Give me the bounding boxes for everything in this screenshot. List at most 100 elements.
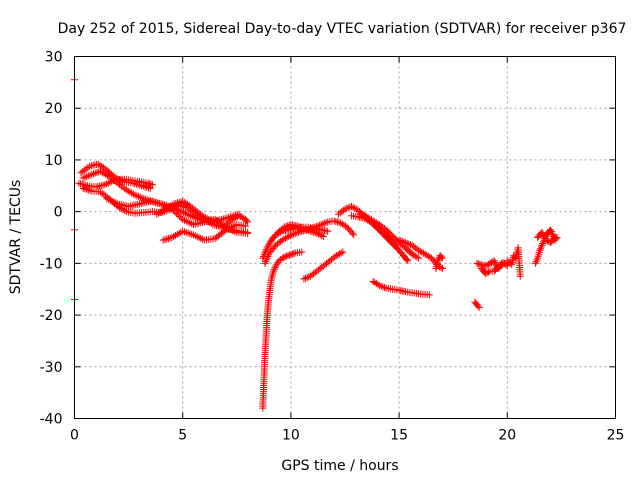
data-point — [166, 234, 174, 242]
data-point — [314, 222, 322, 230]
series-sat-s — [477, 258, 511, 278]
data-point — [88, 170, 96, 178]
data-point — [319, 232, 327, 240]
data-point — [483, 269, 491, 277]
data-point — [295, 223, 303, 231]
data-point — [397, 237, 405, 245]
data-point — [551, 234, 559, 241]
data-point — [78, 180, 86, 188]
data-point — [335, 219, 343, 227]
data-point — [168, 201, 176, 209]
y-tick-label: -10 — [40, 256, 63, 272]
data-point — [237, 213, 245, 221]
data-point — [173, 209, 181, 217]
data-point — [536, 246, 544, 254]
data-point — [174, 211, 182, 219]
data-point — [314, 230, 322, 238]
data-point — [195, 234, 203, 241]
data-point — [538, 228, 546, 236]
data-point — [438, 265, 446, 273]
data-point — [293, 229, 301, 237]
data-point — [540, 231, 548, 239]
data-point — [179, 215, 187, 223]
data-point — [108, 177, 116, 185]
data-point — [398, 237, 406, 245]
data-point — [482, 270, 490, 278]
data-point — [485, 260, 493, 268]
data-point — [324, 227, 332, 235]
data-point — [161, 236, 169, 244]
data-point — [104, 179, 112, 187]
data-point — [223, 214, 231, 222]
data-point — [290, 250, 298, 258]
data-point — [300, 275, 308, 283]
data-point — [221, 214, 229, 222]
data-point — [290, 230, 298, 238]
data-point — [483, 261, 491, 269]
data-point — [270, 265, 278, 273]
data-point — [291, 229, 299, 237]
data-point — [437, 264, 445, 272]
data-point — [190, 231, 198, 239]
data-point — [296, 228, 304, 236]
data-point — [219, 215, 227, 223]
series-sat-mid — [300, 248, 347, 283]
data-point — [169, 207, 177, 215]
data-point — [278, 236, 286, 244]
data-point — [241, 222, 249, 230]
data-point — [79, 174, 87, 182]
data-point — [374, 281, 382, 289]
grid-lines — [74, 56, 616, 419]
data-point — [263, 244, 271, 252]
data-point — [372, 219, 380, 227]
data-point — [133, 192, 141, 200]
data-point — [181, 228, 189, 236]
data-point — [270, 267, 278, 275]
data-point — [191, 232, 199, 240]
data-point — [341, 205, 349, 213]
data-point — [403, 255, 411, 263]
data-point — [415, 254, 423, 262]
data-point — [80, 181, 88, 189]
data-point — [84, 163, 92, 171]
data-point — [306, 227, 314, 235]
data-point — [157, 200, 165, 208]
data-point — [369, 217, 377, 225]
data-point — [271, 264, 279, 272]
data-point — [286, 232, 294, 240]
data-point — [228, 215, 236, 223]
data-point — [285, 251, 293, 259]
data-point — [516, 272, 524, 280]
data-point — [148, 181, 156, 189]
data-point — [316, 231, 324, 239]
data-point — [351, 204, 359, 212]
data-point — [298, 248, 306, 256]
data-marks — [71, 76, 561, 412]
data-point — [229, 222, 237, 230]
data-point — [144, 179, 152, 187]
data-point — [164, 235, 172, 243]
data-point — [402, 239, 410, 247]
data-point — [263, 254, 271, 262]
data-point — [437, 253, 445, 261]
data-point — [79, 184, 87, 192]
series-sat-rise3 — [274, 221, 327, 240]
data-point — [537, 243, 545, 251]
data-point — [159, 236, 167, 244]
data-point — [267, 275, 275, 283]
data-point — [293, 222, 301, 230]
chart-title: Day 252 of 2015, Sidereal Day-to-day VTE… — [58, 21, 627, 37]
data-point — [359, 212, 367, 220]
data-point — [278, 254, 286, 262]
data-point — [305, 273, 313, 281]
data-point — [531, 259, 539, 267]
data-point — [244, 218, 252, 226]
data-point — [395, 236, 403, 244]
data-point — [143, 183, 151, 191]
data-point — [268, 273, 276, 281]
data-point — [282, 223, 290, 231]
data-point — [173, 230, 181, 238]
data-point — [308, 228, 316, 236]
data-point — [108, 197, 116, 205]
data-point — [302, 274, 310, 282]
